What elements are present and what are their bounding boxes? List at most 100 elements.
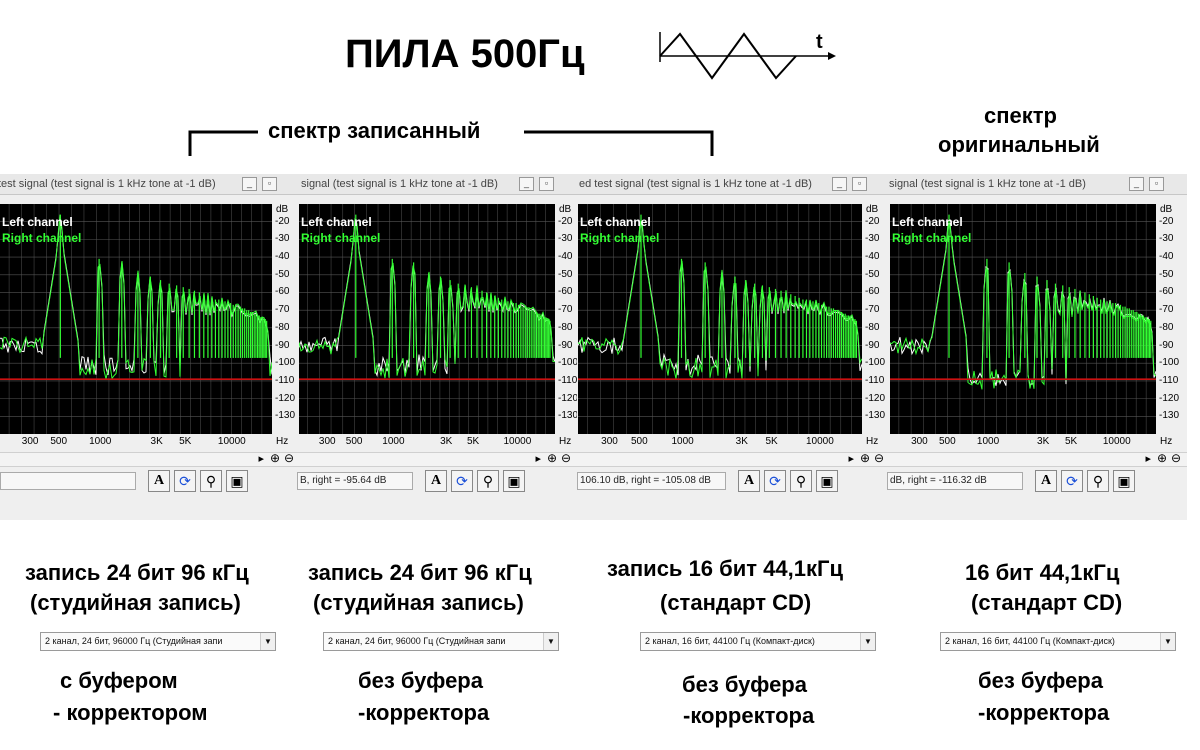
y-tick-label: -130 [558, 410, 577, 422]
status-field: B, right = -95.64 dB [297, 472, 413, 490]
minimize-button[interactable]: _ [832, 177, 847, 191]
font-icon[interactable]: A [1035, 470, 1057, 492]
original-spectrum-label-2: оригинальный [938, 132, 1100, 157]
format-caption: запись 16 бит 44,1кГц [607, 556, 843, 581]
maximize-button[interactable]: ▫ [1149, 177, 1164, 191]
y-tick-label: -130 [275, 410, 296, 422]
zoom-out-icon[interactable]: ⊖ [1170, 451, 1181, 465]
scroll-right-arrow[interactable]: ▸ [535, 453, 541, 465]
recorded-spectrum-label: спектр записанный [268, 118, 481, 143]
bracket [188, 130, 714, 156]
right-channel-trace [577, 221, 863, 380]
window-titlebar: signal (test signal is 1 kHz tone at -1 … [887, 174, 1187, 195]
format-subcaption: (студийная запись) [313, 590, 524, 615]
chevron-down-icon[interactable]: ▼ [260, 633, 275, 650]
save-icon[interactable]: ▣ [816, 470, 838, 492]
format-select[interactable]: 2 канал, 24 бит, 96000 Гц (Студийная зап… [40, 632, 276, 651]
y-axis: dB -20 -30 -40 -50 -60 -70 -80 -90 -100 -110 -120 -1… [1158, 204, 1184, 434]
buffer-note: без буфера [978, 668, 1103, 693]
format-select[interactable]: 2 канал, 16 бит, 44100 Гц (Компакт-диск)… [940, 632, 1176, 651]
page-title: ПИЛА 500Гц [345, 32, 585, 76]
chevron-down-icon[interactable]: ▼ [860, 633, 875, 650]
x-axis-unit: Hz [866, 436, 879, 447]
x-tick-label: 5K [1064, 436, 1078, 447]
refresh-icon[interactable]: ⟳ [1061, 470, 1083, 492]
minimize-button[interactable]: _ [242, 177, 257, 191]
font-icon[interactable]: A [738, 470, 760, 492]
font-icon[interactable]: A [148, 470, 170, 492]
x-tick-label: 300 [911, 436, 928, 447]
refresh-icon[interactable]: ⟳ [764, 470, 786, 492]
y-tick-label: -50 [1159, 268, 1174, 280]
analyzer-window: test signal (test signal is 1 kHz tone a… [0, 174, 300, 520]
format-select[interactable]: 2 канал, 24 бит, 96000 Гц (Студийная зап… [323, 632, 559, 651]
horizontal-scrollbar[interactable]: ⊕ ⊖ ▸ [577, 451, 890, 467]
sawtooth-wave-icon: t [659, 31, 836, 80]
save-icon[interactable]: ▣ [1113, 470, 1135, 492]
y-tick-label: -60 [1159, 286, 1174, 298]
zoom-tool-icon[interactable]: ⚲ [200, 470, 222, 492]
x-tick-label: 5K [765, 436, 778, 447]
scroll-right-arrow[interactable]: ▸ [848, 453, 854, 465]
status-field [0, 472, 136, 490]
font-icon[interactable]: A [425, 470, 447, 492]
toolbar: 106.10 dB, right = -105.08 dB A ⟳ ⚲ ▣ [577, 468, 890, 498]
minimize-button[interactable]: _ [1129, 177, 1144, 191]
x-tick-label: 10000 [217, 436, 246, 447]
zoom-in-icon[interactable]: ⊕ [1156, 451, 1167, 465]
chevron-down-icon[interactable]: ▼ [543, 633, 558, 650]
legend-left-channel: Left channel [2, 215, 73, 229]
scroll-right-arrow[interactable]: ▸ [258, 453, 264, 465]
zoom-tool-icon[interactable]: ⚲ [1087, 470, 1109, 492]
y-tick-label: -30 [275, 233, 290, 245]
save-icon[interactable]: ▣ [503, 470, 525, 492]
zoom-tool-icon[interactable]: ⚲ [790, 470, 812, 492]
scroll-right-arrow[interactable]: ▸ [1145, 453, 1151, 465]
save-icon[interactable]: ▣ [226, 470, 248, 492]
x-tick-label: 3K [1037, 436, 1050, 447]
y-tick-label: -110 [865, 374, 885, 386]
x-tick-label: 10000 [805, 436, 834, 447]
x-tick-label: 3K [150, 436, 163, 447]
horizontal-scrollbar[interactable]: ⊕ ⊖ ▸ [297, 451, 577, 467]
zoom-out-icon[interactable]: ⊖ [560, 451, 571, 465]
zoom-tool-icon[interactable]: ⚲ [477, 470, 499, 492]
y-tick-label: -110 [1159, 374, 1179, 386]
y-tick-label: -80 [558, 321, 573, 333]
y-tick-label: -90 [1159, 339, 1174, 351]
maximize-button[interactable]: ▫ [852, 177, 867, 191]
zoom-in-icon[interactable]: ⊕ [859, 451, 870, 465]
y-tick-label: -50 [558, 268, 573, 280]
format-select-value: 2 канал, 24 бит, 96000 Гц (Студийная зап… [45, 636, 223, 646]
y-tick-label: -20 [1159, 215, 1174, 227]
zoom-in-icon[interactable]: ⊕ [546, 451, 557, 465]
buffer-note: без буфера [358, 668, 483, 693]
refresh-icon[interactable]: ⟳ [451, 470, 473, 492]
format-subcaption: (студийная запись) [30, 590, 241, 615]
x-tick-label: 3K [440, 436, 453, 447]
window-titlebar: signal (test signal is 1 kHz tone at -1 … [297, 174, 577, 195]
zoom-in-icon[interactable]: ⊕ [269, 451, 280, 465]
zoom-out-icon[interactable]: ⊖ [873, 451, 884, 465]
y-axis: dB -20 -30 -40 -50 -60 -70 -80 -90 -100 -110 -120 -1… [274, 204, 300, 434]
spectrum-chart-svg: Left channel Right channel [0, 204, 273, 434]
y-tick-label: -50 [275, 268, 290, 280]
format-select[interactable]: 2 канал, 16 бит, 44100 Гц (Компакт-диск)… [640, 632, 876, 651]
horizontal-scrollbar[interactable]: ⊕ ⊖ ▸ [887, 451, 1187, 467]
y-tick-label: -40 [865, 251, 880, 263]
zoom-out-icon[interactable]: ⊖ [283, 451, 294, 465]
chevron-down-icon[interactable]: ▼ [1160, 633, 1175, 650]
y-tick-label: -70 [1159, 304, 1174, 316]
format-caption: 16 бит 44,1кГц [965, 560, 1120, 585]
spectrum-plot: Left channel Right channel [298, 204, 556, 434]
maximize-button[interactable]: ▫ [262, 177, 277, 191]
maximize-button[interactable]: ▫ [539, 177, 554, 191]
y-tick-label: -20 [865, 215, 880, 227]
x-tick-label: 500 [50, 436, 68, 447]
legend-right-channel: Right channel [301, 231, 380, 245]
refresh-icon[interactable]: ⟳ [174, 470, 196, 492]
minimize-button[interactable]: _ [519, 177, 534, 191]
y-axis-unit: dB [1160, 204, 1173, 215]
status-field: dB, right = -116.32 dB [887, 472, 1023, 490]
horizontal-scrollbar[interactable]: ⊕ ⊖ ▸ [0, 451, 300, 467]
